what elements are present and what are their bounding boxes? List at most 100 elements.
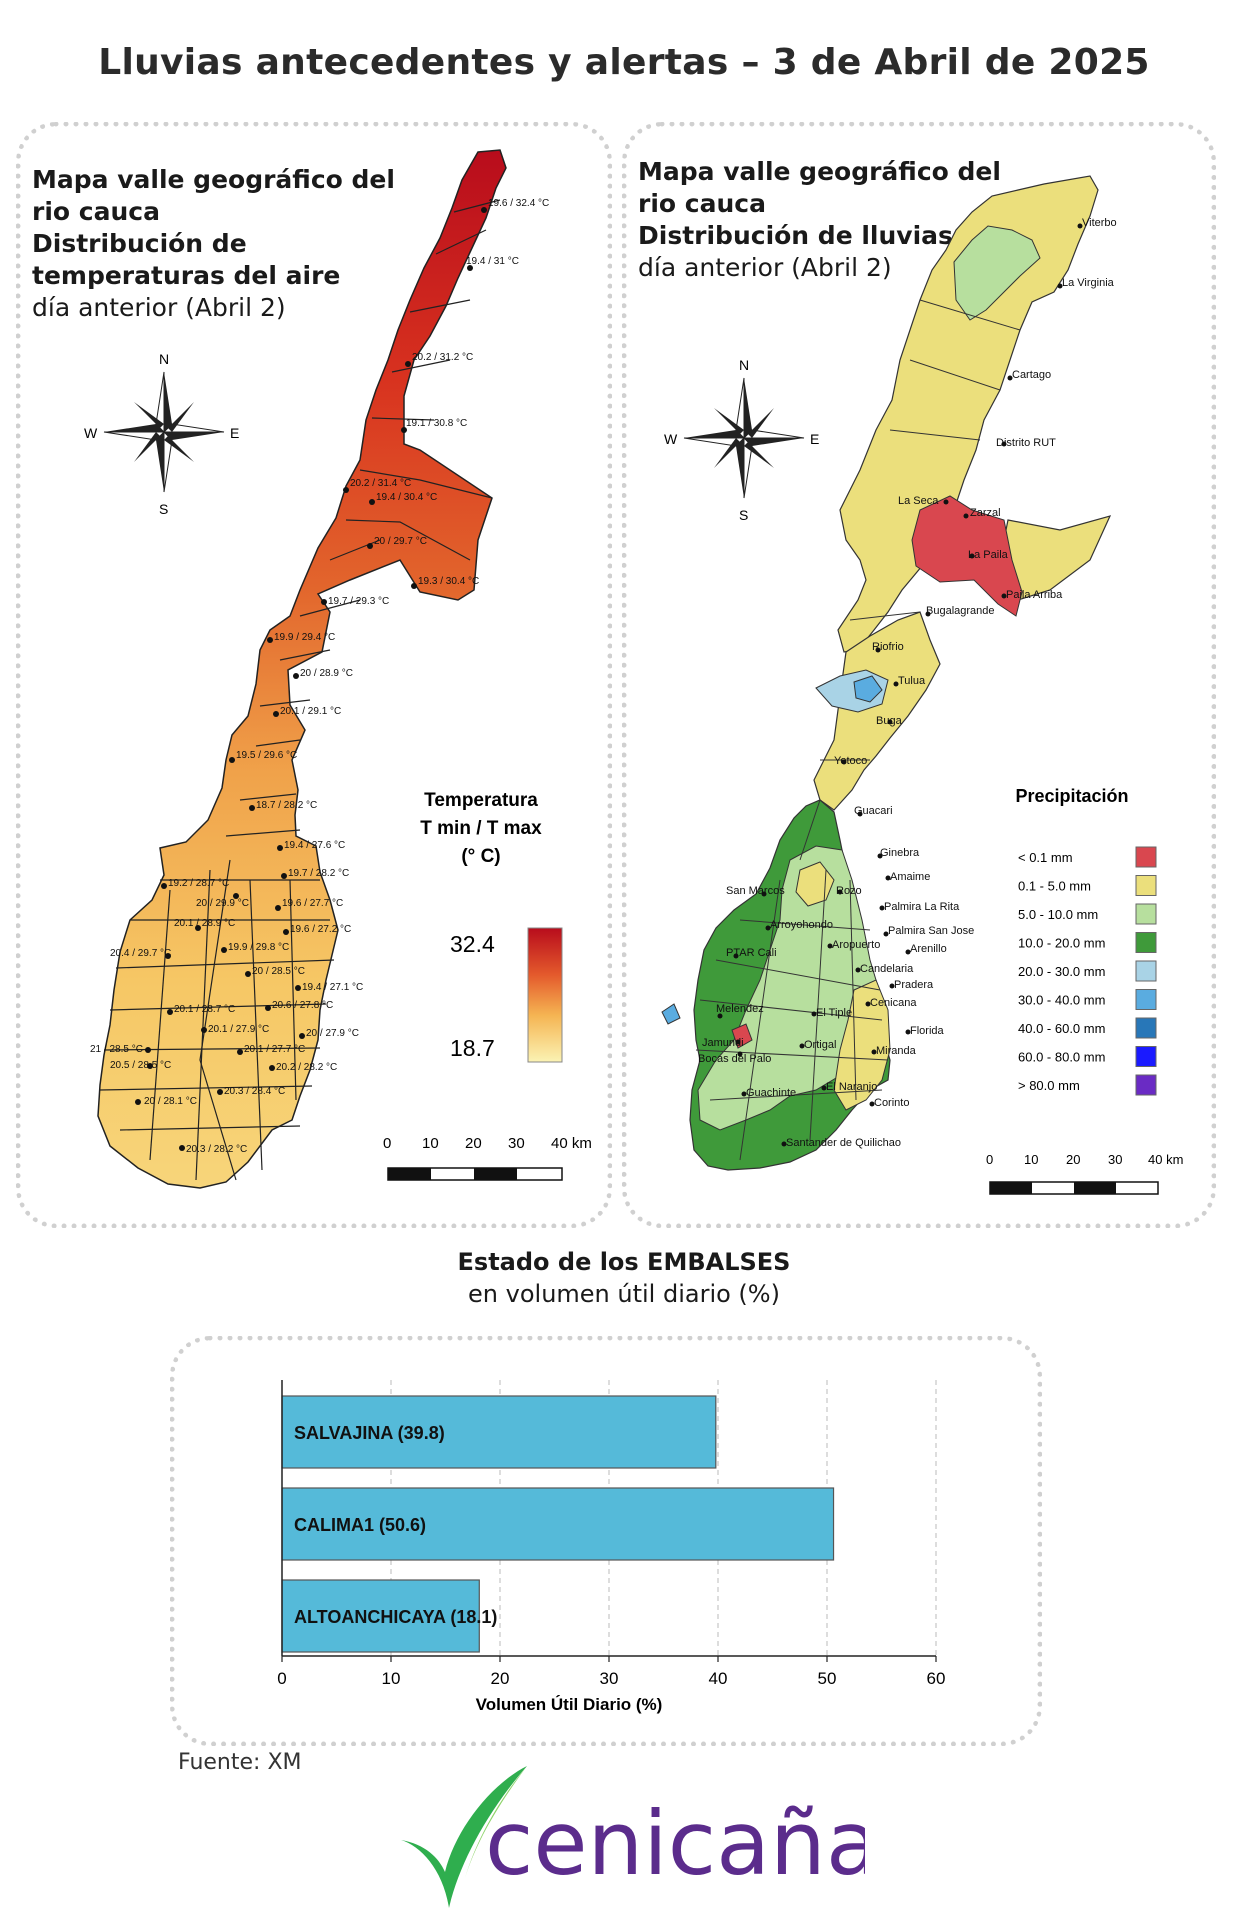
bar-label: CALIMA1 (50.6) bbox=[294, 1515, 426, 1535]
svg-text:20.1 / 27.9 °C: 20.1 / 27.9 °C bbox=[208, 1024, 269, 1035]
scale-label: 20 bbox=[1066, 1152, 1080, 1167]
rain-zone-yellow-east bbox=[833, 979, 891, 1111]
temp-legend-gradient-bar bbox=[527, 927, 563, 1063]
bar bbox=[281, 1487, 835, 1561]
svg-text:19.7 / 28.2 °C: 19.7 / 28.2 °C bbox=[288, 868, 349, 879]
compass-s: S bbox=[159, 501, 168, 517]
rain-heading-line1: Mapa valle geográfico del bbox=[638, 157, 1001, 186]
station-label: 20.1 / 28.7 °C bbox=[167, 1004, 235, 1015]
x-tick-label: 20 bbox=[491, 1669, 510, 1688]
station-label: 20 / 27.9 °C bbox=[299, 1028, 359, 1039]
station-label: 20.1 / 28.9 °C bbox=[174, 918, 235, 931]
svg-text:Arroyohondo: Arroyohondo bbox=[770, 919, 833, 931]
svg-text:20.1 / 29.1 °C: 20.1 / 29.1 °C bbox=[280, 706, 341, 717]
place-label: Melendez bbox=[716, 1003, 764, 1019]
rain-heading-line3: Distribución de lluvias bbox=[638, 221, 953, 250]
x-tick-label: 30 bbox=[600, 1669, 619, 1688]
svg-text:19.6 / 32.4 °C: 19.6 / 32.4 °C bbox=[488, 198, 549, 209]
station-label: 19.4 / 30.4 °C bbox=[369, 492, 437, 505]
svg-text:San Marcos: San Marcos bbox=[726, 885, 785, 897]
place-label: Palmira San Jose bbox=[883, 925, 974, 937]
place-label: Ginebra bbox=[877, 847, 920, 859]
rain-legend-label: 30.0 - 40.0 mm bbox=[1018, 993, 1105, 1008]
temperature-station-labels: 19.6 / 32.4 °C 19.4 / 31 °C 20.2 / 31.2 … bbox=[90, 198, 549, 1155]
place-label: Cartago bbox=[1007, 369, 1051, 381]
station-label: 19.6 / 32.4 °C bbox=[481, 198, 549, 213]
place-label: La Virginia bbox=[1057, 277, 1115, 289]
temp-scale-bar: 0 10 20 30 40 km bbox=[383, 1135, 592, 1181]
compass-n: N bbox=[159, 351, 169, 367]
rain-legend-swatch bbox=[1135, 846, 1157, 868]
svg-text:Guachinte: Guachinte bbox=[746, 1087, 796, 1099]
rain-legend-label: 40.0 - 60.0 mm bbox=[1018, 1021, 1105, 1036]
rain-heading-line2: rio cauca bbox=[638, 189, 766, 218]
place-label: Corinto bbox=[869, 1097, 909, 1109]
svg-text:Ortigal: Ortigal bbox=[804, 1039, 836, 1051]
svg-text:Tulua: Tulua bbox=[898, 675, 926, 687]
place-label: San Marcos bbox=[726, 885, 785, 897]
svg-text:20.4 / 29.7 °C: 20.4 / 29.7 °C bbox=[110, 948, 171, 959]
rain-legend-swatch bbox=[1135, 989, 1157, 1010]
place-label: La Seca bbox=[898, 495, 949, 507]
temp-heading-line5: día anterior (Abril 2) bbox=[32, 293, 286, 322]
station-label: 20.1 / 27.9 °C bbox=[201, 1024, 269, 1035]
station-label: 19.4 / 31 °C bbox=[466, 256, 519, 271]
svg-text:19.9 / 29.4 °C: 19.9 / 29.4 °C bbox=[274, 632, 335, 643]
station-label: 19.9 / 29.4 °C bbox=[267, 632, 335, 643]
svg-text:18.7 / 28.2 °C: 18.7 / 28.2 °C bbox=[256, 800, 317, 811]
place-label: La Paila bbox=[968, 549, 1009, 561]
rain-zone-yellow bbox=[837, 175, 1099, 653]
svg-text:19.4 / 27.6 °C: 19.4 / 27.6 °C bbox=[284, 840, 345, 851]
svg-text:Bugalagrande: Bugalagrande bbox=[926, 605, 995, 617]
rain-legend-swatch bbox=[1135, 1017, 1157, 1039]
svg-text:El Tiple: El Tiple bbox=[816, 1007, 852, 1019]
place-label: Bugalagrande bbox=[925, 605, 995, 617]
station-label: 20.5 / 28.5 °C bbox=[110, 1060, 171, 1071]
place-label: Viterbo bbox=[1077, 217, 1117, 229]
place-label: Arenillo bbox=[905, 943, 947, 955]
station-label: 20 / 28.5 °C bbox=[245, 966, 305, 977]
svg-text:20 / 27.9 °C: 20 / 27.9 °C bbox=[306, 1028, 359, 1039]
rain-legend-label: 10.0 - 20.0 mm bbox=[1018, 936, 1105, 951]
compass-n: N bbox=[739, 357, 749, 373]
svg-text:Aropuerto: Aropuerto bbox=[832, 939, 880, 951]
station-label: 20.1 / 27.7 °C bbox=[237, 1044, 305, 1055]
place-label: Buga bbox=[876, 715, 903, 727]
rain-place-labels: Viterbo La Virginia Cartago Distrito RUT… bbox=[698, 217, 1117, 1149]
station-label: 20 / 28.9 °C bbox=[293, 668, 353, 679]
reservoir-bar-chart: SALVAJINA (39.8) CALIMA1 (50.6) ALTOANCHIC… bbox=[277, 1380, 945, 1714]
place-label: Zarzal bbox=[963, 507, 1001, 519]
svg-text:20.3 / 28.4 °C: 20.3 / 28.4 °C bbox=[224, 1086, 285, 1097]
place-label: Santander de Quilichao bbox=[781, 1137, 901, 1149]
station-label: 19.7 / 29.3 °C bbox=[321, 596, 389, 607]
svg-text:Jamundi: Jamundi bbox=[702, 1037, 744, 1049]
station-label: 19.4 / 27.1 °C bbox=[295, 982, 363, 993]
rain-zone-blue-south bbox=[661, 1003, 681, 1025]
place-label: Paila Arriba bbox=[1001, 589, 1063, 601]
compass-rose-icon: N S E W bbox=[84, 351, 239, 517]
compass-e: E bbox=[230, 425, 239, 441]
svg-text:Viterbo: Viterbo bbox=[1082, 217, 1117, 229]
scale-label: 10 bbox=[422, 1135, 439, 1152]
svg-text:Palmira La Rita: Palmira La Rita bbox=[884, 901, 960, 913]
rain-legend-swatch bbox=[1135, 903, 1157, 925]
svg-text:20.1 / 28.9 °C: 20.1 / 28.9 °C bbox=[174, 918, 235, 929]
compass-w: W bbox=[84, 425, 98, 441]
svg-text:Rozo: Rozo bbox=[836, 885, 862, 897]
rain-legend-swatch bbox=[1135, 1074, 1157, 1096]
svg-text:19.3 / 30.4 °C: 19.3 / 30.4 °C bbox=[418, 576, 479, 587]
station-label: 20 / 29.7 °C bbox=[367, 536, 427, 549]
svg-text:Miranda: Miranda bbox=[876, 1045, 917, 1057]
compass-e: E bbox=[810, 431, 819, 447]
bar-label: SALVAJINA (39.8) bbox=[294, 1423, 445, 1443]
svg-text:La Paila: La Paila bbox=[968, 549, 1009, 561]
station-label: 19.9 / 29.8 °C bbox=[221, 942, 289, 953]
svg-text:20.6 / 27.8 °C: 20.6 / 27.8 °C bbox=[272, 1000, 333, 1011]
station-label: 20.6 / 27.8 °C bbox=[265, 1000, 333, 1011]
rainfall-panel-heading: Mapa valle geográfico del rio cauca Dist… bbox=[638, 156, 1001, 284]
rain-legend-swatch bbox=[1135, 875, 1157, 896]
page-title: Lluvias antecedentes y alertas – 3 de Ab… bbox=[98, 42, 1150, 83]
place-label: Candelaria bbox=[855, 963, 914, 975]
rain-scale-bar: 0 10 20 30 40 km bbox=[986, 1152, 1183, 1195]
place-label: Distrito RUT bbox=[996, 437, 1056, 449]
